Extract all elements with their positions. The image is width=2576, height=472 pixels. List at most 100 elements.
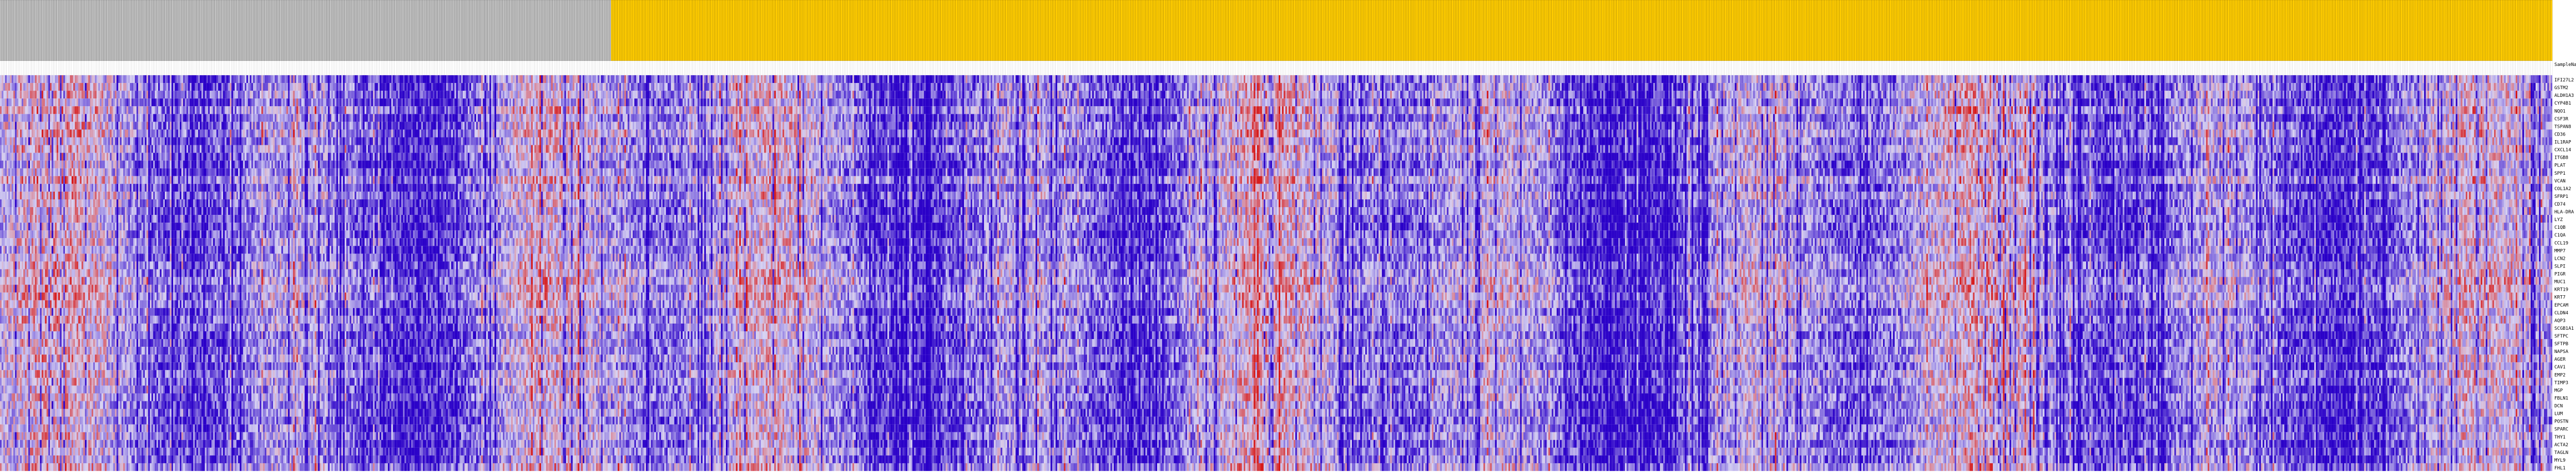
sample-group-2-header-cell: [1786, 0, 1788, 61]
sample-group-2-header-cell: [1315, 0, 1317, 61]
sample-group-2-header-cell: [2041, 0, 2043, 61]
sample-group-2-header-cell: [2006, 0, 2008, 61]
sample-group-2-header-cell: [1860, 0, 1861, 61]
sample-group-2-header-cell: [719, 0, 721, 61]
sample-group-1-header-cell: [35, 0, 37, 61]
sample-group-2-header-cell: [718, 0, 719, 61]
sample-group-2-header-cell: [1956, 0, 1958, 61]
sample-group-2-header-cell: [2118, 0, 2120, 61]
sample-group-1-header-cell: [307, 0, 308, 61]
sample-group-2-header-cell: [2146, 0, 2147, 61]
sample-group-1-header-cell: [363, 0, 364, 61]
sample-group-1-header-cell: [484, 0, 486, 61]
sample-group-2-header-cell: [1318, 0, 1320, 61]
sample-group-2-header-cell: [1412, 0, 1413, 61]
sample-group-1-header-cell: [293, 0, 295, 61]
sample-group-2-header-cell: [1618, 0, 1620, 61]
sample-group-2-header-cell: [1529, 0, 1530, 61]
sample-group-1-header-cell: [236, 0, 238, 61]
sample-group-2-header-cell: [1583, 0, 1585, 61]
sample-group-2-header-cell: [1900, 0, 1901, 61]
sample-group-2-header-cell: [792, 0, 794, 61]
sample-group-1-header-cell: [77, 0, 78, 61]
sample-group-2-header-cell: [1903, 0, 1905, 61]
sample-group-1-header-cell: [25, 0, 26, 61]
sample-group-2-header-cell: [646, 0, 648, 61]
sample-group-2-header-cell: [2010, 0, 2011, 61]
sample-group-2-header-cell: [1374, 0, 1375, 61]
sample-group-2-header-cell: [1637, 0, 1638, 61]
sample-group-2-header-cell: [2164, 0, 2166, 61]
sample-group-2-header-cell: [1324, 0, 1325, 61]
sample-group-2-header-cell: [1390, 0, 1392, 61]
sample-group-2-header-cell: [1262, 0, 1264, 61]
sample-group-2-header-cell: [1680, 0, 1682, 61]
sample-group-2-header-cell: [1007, 0, 1009, 61]
sample-group-2-header-cell: [1670, 0, 1671, 61]
sample-group-1-header-cell: [235, 0, 236, 61]
sample-group-1-header-cell: [272, 0, 273, 61]
sample-group-2-header-cell: [1931, 0, 1933, 61]
sample-group-2-header-cell: [798, 0, 799, 61]
sample-group-1-header-cell: [263, 0, 265, 61]
sample-group-1-header-cell: [138, 0, 140, 61]
sample-group-2-header-cell: [1388, 0, 1390, 61]
sample-group-1-header-cell: [72, 0, 73, 61]
sample-group-1-header-cell: [168, 0, 170, 61]
sample-group-2-header-cell: [619, 0, 621, 61]
sample-group-2-header-cell: [842, 0, 844, 61]
sample-group-2-header-cell: [1895, 0, 1896, 61]
sample-group-2-header-cell: [1327, 0, 1329, 61]
sample-group-1-header-cell: [476, 0, 478, 61]
sample-group-2-header-cell: [1968, 0, 1970, 61]
sample-group-1-header-cell: [80, 0, 81, 61]
sample-group-2-header-cell: [1179, 0, 1180, 61]
sample-group-2-header-cell: [1455, 0, 1456, 61]
sample-group-2-header-cell: [1622, 0, 1623, 61]
sample-group-2-header-cell: [783, 0, 784, 61]
sample-group-2-header-cell: [1230, 0, 1232, 61]
sample-group-1-header-cell: [450, 0, 451, 61]
sample-group-2-header-cell: [2219, 0, 2221, 61]
sample-group-2-header-cell: [1056, 0, 1057, 61]
sample-group-2-header-cell: [1861, 0, 1863, 61]
sample-group-2-header-cell: [709, 0, 711, 61]
sample-group-2-header-cell: [1464, 0, 1465, 61]
sample-group-2-header-cell: [1560, 0, 1562, 61]
sample-group-2-header-cell: [1663, 0, 1665, 61]
sample-group-2-header-cell: [1711, 0, 1713, 61]
sample-group-2-header-cell: [1460, 0, 1462, 61]
sample-group-2-header-cell: [1189, 0, 1190, 61]
sample-group-2-header-cell: [1813, 0, 1815, 61]
sample-group-2-header-cell: [891, 0, 892, 61]
sample-group-1-header-cell: [596, 0, 598, 61]
sample-group-2-header-cell: [1795, 0, 1797, 61]
sample-group-1-header-cell: [581, 0, 583, 61]
sample-group-1-header-cell: [172, 0, 173, 61]
sample-group-2-header-cell: [2223, 0, 2224, 61]
sample-group-1-header-cell: [486, 0, 488, 61]
sample-group-1-header-cell: [438, 0, 439, 61]
sample-group-2-header-cell: [1333, 0, 1335, 61]
sample-group-1-header-cell: [545, 0, 546, 61]
sample-group-1-header-cell: [388, 0, 389, 61]
sample-group-2-header-cell: [1480, 0, 1482, 61]
sample-group-2-header-cell: [921, 0, 922, 61]
sample-group-1-header-cell: [483, 0, 484, 61]
sample-group-2-header-cell: [1015, 0, 1017, 61]
sample-group-2-header-cell: [659, 0, 661, 61]
sample-group-2-header-cell: [1745, 0, 1747, 61]
sample-group-2-header-cell: [846, 0, 848, 61]
sample-group-1-header-cell: [295, 0, 296, 61]
sample-group-2-header-cell: [2026, 0, 2028, 61]
sample-group-2-header-cell: [1115, 0, 1117, 61]
sample-group-1-header-cell: [286, 0, 288, 61]
sample-group-1-header-cell: [418, 0, 419, 61]
sample-group-2-header-cell: [936, 0, 937, 61]
sample-group-2-header-cell: [754, 0, 756, 61]
sample-group-2-header-cell: [634, 0, 636, 61]
sample-group-2-header-cell: [1891, 0, 1893, 61]
sample-group-2-header-cell: [1761, 0, 1763, 61]
sample-group-1-header-cell: [358, 0, 360, 61]
